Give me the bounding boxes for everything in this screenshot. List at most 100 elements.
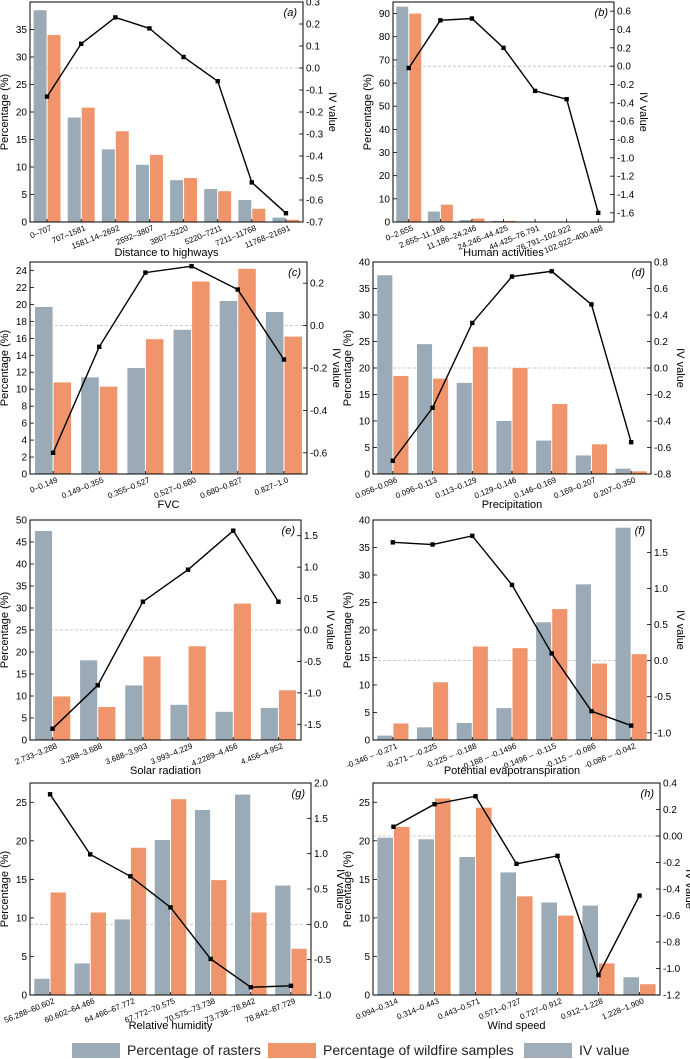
bar-rasters <box>272 217 286 222</box>
bar-wildfire <box>184 178 198 222</box>
y-tick-label: 20 <box>16 836 28 847</box>
bar-rasters <box>459 857 475 995</box>
bar-wildfire <box>53 382 72 474</box>
y-tick-label: 25 <box>16 798 28 809</box>
bar-rasters <box>238 200 252 222</box>
iv-point <box>249 180 255 185</box>
y-tick-label: 5 <box>21 714 27 725</box>
iv-point <box>589 708 594 714</box>
y2-tick-label: -0.5 <box>304 657 322 668</box>
y-tick-label: 20 <box>16 300 28 311</box>
bar-wildfire <box>512 648 528 740</box>
bar-rasters <box>34 978 50 995</box>
y2-tick-label: -0.8 <box>617 135 635 146</box>
bar-rasters <box>459 220 472 222</box>
iv-point <box>430 405 435 410</box>
y2-tick-label: 0.0 <box>304 626 318 637</box>
y2-tick-label: -0.2 <box>663 858 681 869</box>
bar-rasters <box>33 10 47 222</box>
iv-point <box>50 726 55 731</box>
y2-tick-label: 0.5 <box>304 594 318 605</box>
iv-line <box>52 265 285 454</box>
x-tick-label: 3807–5220 <box>149 223 190 247</box>
y2-axis-title: IV value <box>334 869 346 909</box>
x-tick-label: 2692–3807 <box>115 223 156 247</box>
y2-tick-label: -0.6 <box>663 911 681 922</box>
y-tick-label: 20 <box>16 648 28 659</box>
y-axis-title: Percentage (%) <box>362 74 374 150</box>
x-axis-title: FVC <box>158 499 180 511</box>
y-tick-label: 90 <box>379 9 391 20</box>
y2-tick-label: -1.0 <box>654 728 672 739</box>
legend-item-iv: IV value <box>524 1042 630 1058</box>
y2-tick-label: -0.2 <box>617 80 635 91</box>
bar-wildfire <box>409 13 422 222</box>
bar-wildfire <box>252 208 266 222</box>
y2-tick-label: -1.6 <box>617 208 635 219</box>
x-tick-label: 0.096–0.113 <box>394 475 439 500</box>
bar-rasters <box>575 455 591 474</box>
bar-rasters <box>377 735 393 740</box>
y-tick-label: 45 <box>16 538 28 549</box>
x-axis-title: Relative humidity <box>129 1020 213 1032</box>
y2-tick-label: 0.0 <box>310 321 324 332</box>
y-tick-label: 10 <box>359 681 371 692</box>
iv-point <box>555 853 560 859</box>
x-axis-title: Wind speed <box>487 1020 545 1032</box>
x-tick-label: 0.056–0.096 <box>354 475 399 500</box>
plot-frame <box>29 261 308 475</box>
iv-point <box>78 41 84 46</box>
y-tick-label: 60 <box>379 79 391 90</box>
panel-label: (a) <box>284 7 298 19</box>
y-tick-label: 25 <box>359 598 371 609</box>
bar-rasters <box>35 306 53 474</box>
iv-point <box>113 15 118 20</box>
bar-rasters <box>536 622 552 740</box>
bar-wildfire <box>504 220 516 222</box>
y2-tick-label: 0.6 <box>617 7 631 18</box>
iv-point <box>514 861 519 867</box>
bar-rasters <box>170 704 188 740</box>
y2-tick-label: -0.4 <box>617 98 635 109</box>
bar-rasters <box>81 377 99 474</box>
iv-point <box>430 542 435 547</box>
bar-wildfire <box>394 826 410 995</box>
bar-wildfire <box>145 339 164 474</box>
iv-point <box>281 357 287 362</box>
y-tick-label: 50 <box>379 102 391 113</box>
y2-tick-label: 0.4 <box>654 311 668 322</box>
bar-wildfire <box>640 984 656 995</box>
y-tick-label: 35 <box>16 25 28 36</box>
y-tick-label: 20 <box>379 171 391 182</box>
bar-rasters <box>416 727 433 740</box>
bar-rasters <box>80 660 98 740</box>
y2-axis-title: IV value <box>330 348 342 388</box>
iv-point <box>143 270 148 275</box>
chart-panel-4: 0 5 10 15 20 25 30 35 40 45 50 -1.5 -1.0 -0.5 0.0 0.5 1.… <box>0 516 336 778</box>
bar-rasters <box>418 839 434 995</box>
iv-point <box>47 792 53 797</box>
iv-point <box>97 344 102 349</box>
y2-tick-label: -1.0 <box>617 153 635 164</box>
iv-point <box>147 26 152 31</box>
bar-rasters <box>275 885 291 995</box>
bar-rasters <box>127 368 145 474</box>
y2-tick-label: -0.2 <box>310 364 328 375</box>
y-tick-label: 0 <box>21 218 27 229</box>
y-tick-label: 18 <box>16 317 28 328</box>
y-tick-label: 14 <box>16 351 28 362</box>
y2-axis-title: IV value <box>324 610 336 650</box>
iv-point <box>406 65 411 71</box>
y2-tick-label: -1.2 <box>617 172 635 183</box>
bar-wildfire <box>472 218 485 222</box>
panel-label: (c) <box>288 267 301 279</box>
y-tick-label: 40 <box>379 125 391 136</box>
panel-label: (d) <box>632 267 646 279</box>
chart-panel-7: 0 5 10 15 20 25 -1.2 -1.0 -0.8 -0.6 -0.4 -0.2 0.00 0.… <box>342 779 690 1033</box>
x-tick-label: 0.912–1.228 <box>560 996 605 1021</box>
x-tick-label: 3.993–4.229 <box>149 741 194 766</box>
legend-label-rasters: Percentage of rasters <box>127 1042 261 1058</box>
bar-wildfire <box>433 682 449 740</box>
y-tick-label: 50 <box>16 516 28 527</box>
